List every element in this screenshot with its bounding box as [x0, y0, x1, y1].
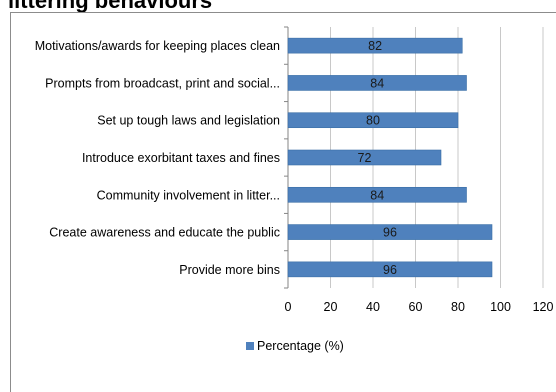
x-tick-label: 40 — [366, 300, 380, 314]
x-tick-label: 120 — [533, 300, 554, 314]
bar — [287, 75, 467, 91]
x-tick-label: 60 — [409, 300, 423, 314]
category-label: Motivations/awards for keeping places cl… — [35, 39, 280, 53]
category-label: Set up tough laws and legislation — [97, 114, 280, 128]
x-tick-label: 80 — [451, 300, 465, 314]
bar — [287, 224, 493, 240]
x-tick-label: 20 — [324, 300, 338, 314]
x-tick-label: 100 — [490, 300, 511, 314]
data-label: 84 — [370, 188, 384, 202]
page-title: littering behaviours — [8, 0, 213, 13]
category-label: Provide more bins — [179, 263, 280, 277]
category-label: Create awareness and educate the public — [49, 226, 280, 240]
data-label: 72 — [358, 151, 372, 165]
category-label: Community involvement in litter... — [97, 188, 280, 202]
bar — [287, 149, 442, 166]
data-label: 80 — [366, 114, 380, 128]
chart-frame — [10, 12, 556, 392]
legend-label: Percentage (%) — [257, 339, 344, 353]
data-label: 84 — [370, 76, 384, 90]
bar — [287, 186, 467, 203]
data-label: 96 — [383, 263, 397, 277]
bar — [287, 112, 459, 129]
bar — [287, 261, 493, 278]
bar-chart: 0 20 40 60 80 100 120 Motivations/awards for ke… — [35, 26, 554, 353]
x-tick-label: 0 — [285, 300, 292, 314]
data-label: 96 — [383, 226, 397, 240]
bar — [287, 37, 463, 54]
legend-swatch — [246, 342, 254, 350]
data-label: 82 — [368, 39, 382, 53]
category-label: Prompts from broadcast, print and social… — [45, 76, 280, 90]
category-label: Introduce exorbitant taxes and fines — [82, 151, 280, 165]
